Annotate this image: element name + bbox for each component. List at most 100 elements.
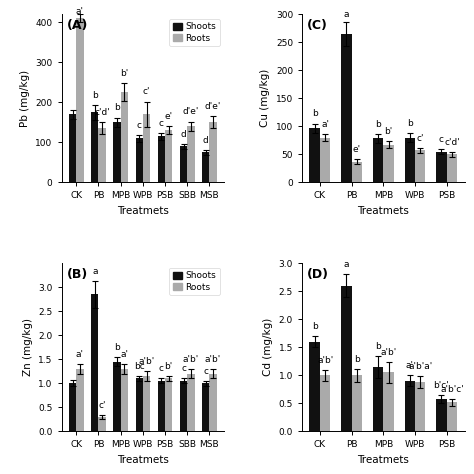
- Text: e': e': [353, 145, 361, 154]
- Text: bc: bc: [134, 362, 145, 371]
- Y-axis label: Cu (mg/kg): Cu (mg/kg): [260, 69, 270, 128]
- Text: b'c': b'c': [434, 381, 449, 390]
- Text: a'b': a'b': [138, 357, 155, 366]
- Bar: [210, 374, 217, 431]
- Text: (B): (B): [66, 268, 88, 281]
- Bar: [320, 375, 330, 431]
- Text: (C): (C): [307, 19, 328, 32]
- Bar: [158, 137, 165, 182]
- Text: c': c': [99, 401, 106, 410]
- Bar: [113, 362, 121, 431]
- Text: b: b: [375, 342, 381, 351]
- Legend: Shoots, Roots: Shoots, Roots: [169, 268, 219, 295]
- Bar: [121, 92, 128, 182]
- Text: a': a': [120, 350, 128, 359]
- Bar: [320, 137, 330, 182]
- Text: a'b'a': a'b'a': [408, 362, 432, 371]
- Bar: [165, 130, 173, 182]
- Bar: [352, 375, 362, 431]
- Text: c: c: [181, 365, 186, 374]
- Text: a': a': [76, 7, 84, 16]
- X-axis label: Treatmets: Treatmets: [117, 206, 169, 216]
- Text: c: c: [159, 119, 164, 128]
- Bar: [383, 145, 394, 182]
- Bar: [136, 378, 143, 431]
- Bar: [121, 369, 128, 431]
- Text: b: b: [312, 109, 318, 118]
- Bar: [310, 128, 320, 182]
- Text: a'b': a'b': [183, 355, 199, 364]
- Bar: [447, 155, 457, 182]
- Bar: [99, 417, 106, 431]
- Text: a': a': [406, 361, 414, 370]
- Y-axis label: Pb (mg/kg): Pb (mg/kg): [20, 70, 30, 127]
- Text: b: b: [114, 343, 120, 352]
- Bar: [202, 152, 210, 182]
- Text: c': c': [417, 134, 424, 143]
- Text: c: c: [439, 135, 444, 144]
- Text: a: a: [344, 260, 349, 269]
- Bar: [310, 342, 320, 431]
- Bar: [383, 373, 394, 431]
- Bar: [113, 122, 121, 182]
- Bar: [69, 383, 76, 431]
- Bar: [136, 138, 143, 182]
- Bar: [180, 146, 187, 182]
- Text: a'b'c': a'b'c': [440, 385, 464, 394]
- Text: c': c': [143, 88, 150, 97]
- Bar: [373, 367, 383, 431]
- Bar: [373, 138, 383, 182]
- Text: b: b: [312, 322, 318, 331]
- Bar: [91, 112, 99, 182]
- Bar: [187, 127, 194, 182]
- Bar: [143, 114, 150, 182]
- Bar: [341, 285, 352, 431]
- Text: a'b': a'b': [317, 356, 333, 365]
- Text: b: b: [114, 103, 120, 112]
- Bar: [415, 150, 426, 182]
- Text: a': a': [321, 120, 329, 129]
- Text: (D): (D): [307, 268, 329, 281]
- Text: e': e': [164, 112, 173, 121]
- Bar: [436, 152, 447, 182]
- Bar: [165, 378, 173, 431]
- X-axis label: Treatmets: Treatmets: [117, 455, 169, 465]
- Text: a: a: [344, 10, 349, 19]
- Bar: [143, 376, 150, 431]
- Bar: [76, 18, 83, 182]
- Text: b: b: [92, 91, 98, 100]
- Text: c'd': c'd': [444, 138, 460, 147]
- Bar: [69, 114, 76, 182]
- Bar: [404, 137, 415, 182]
- Text: b: b: [354, 355, 360, 364]
- Y-axis label: Zn (mg/kg): Zn (mg/kg): [23, 318, 33, 376]
- Text: c: c: [159, 365, 164, 374]
- Bar: [210, 122, 217, 182]
- Bar: [352, 162, 362, 182]
- Text: b': b': [384, 128, 392, 137]
- Text: a': a': [76, 350, 84, 359]
- Bar: [158, 381, 165, 431]
- Text: c: c: [203, 367, 208, 376]
- Text: c'd': c'd': [94, 108, 110, 117]
- Bar: [91, 294, 99, 431]
- Text: (A): (A): [66, 19, 88, 32]
- Bar: [436, 399, 447, 431]
- Bar: [187, 374, 194, 431]
- Text: a: a: [92, 267, 98, 276]
- Text: b: b: [407, 119, 413, 128]
- Text: d: d: [203, 136, 209, 145]
- Bar: [415, 382, 426, 431]
- Bar: [202, 383, 210, 431]
- Bar: [76, 369, 83, 431]
- Text: a'b': a'b': [381, 348, 397, 357]
- Y-axis label: Cd (mg/kg): Cd (mg/kg): [263, 318, 273, 376]
- Bar: [404, 381, 415, 431]
- Text: b': b': [164, 362, 173, 371]
- X-axis label: Treatmets: Treatmets: [357, 206, 409, 216]
- Text: c: c: [137, 121, 142, 130]
- Bar: [447, 402, 457, 431]
- X-axis label: Treatmets: Treatmets: [357, 455, 409, 465]
- Text: b: b: [375, 119, 381, 128]
- Text: d: d: [181, 129, 186, 138]
